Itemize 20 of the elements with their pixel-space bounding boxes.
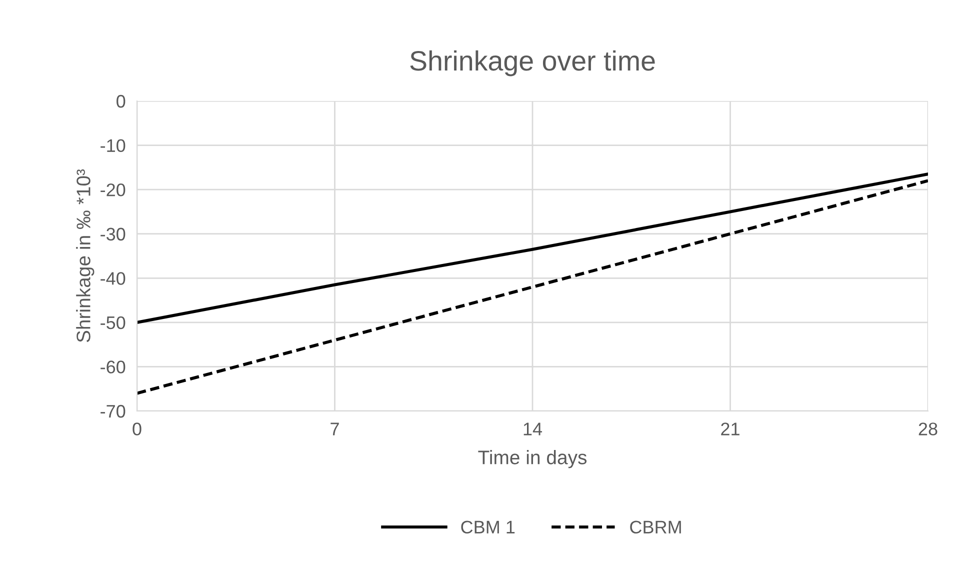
y-tick-label: -40 [100,272,126,285]
y-tick-label: -70 [100,404,126,418]
y-tick-label: -30 [100,228,126,241]
x-tick-label: 7 [330,422,339,436]
line-series [137,172,928,324]
x-axis-title: Time in days [478,450,587,468]
legend-label: CBM 1 [461,520,515,534]
x-tick-label: 21 [721,422,740,436]
y-axis-title: Shrinkage in ‰ *10³ [76,169,94,342]
chart-title: Shrinkage over time [410,50,655,76]
x-tick-label: 0 [132,422,142,436]
y-tick-label: 0 [116,94,126,108]
y-tick-label: -60 [100,360,126,374]
y-tick-label: -50 [100,316,126,330]
legend-label: CBRM [630,520,681,534]
x-tick-label: 14 [524,422,542,436]
y-tick-label: -10 [100,139,126,152]
y-tick-label: -20 [100,184,126,196]
x-tick-label: 28 [918,422,938,436]
line-series [137,179,928,395]
